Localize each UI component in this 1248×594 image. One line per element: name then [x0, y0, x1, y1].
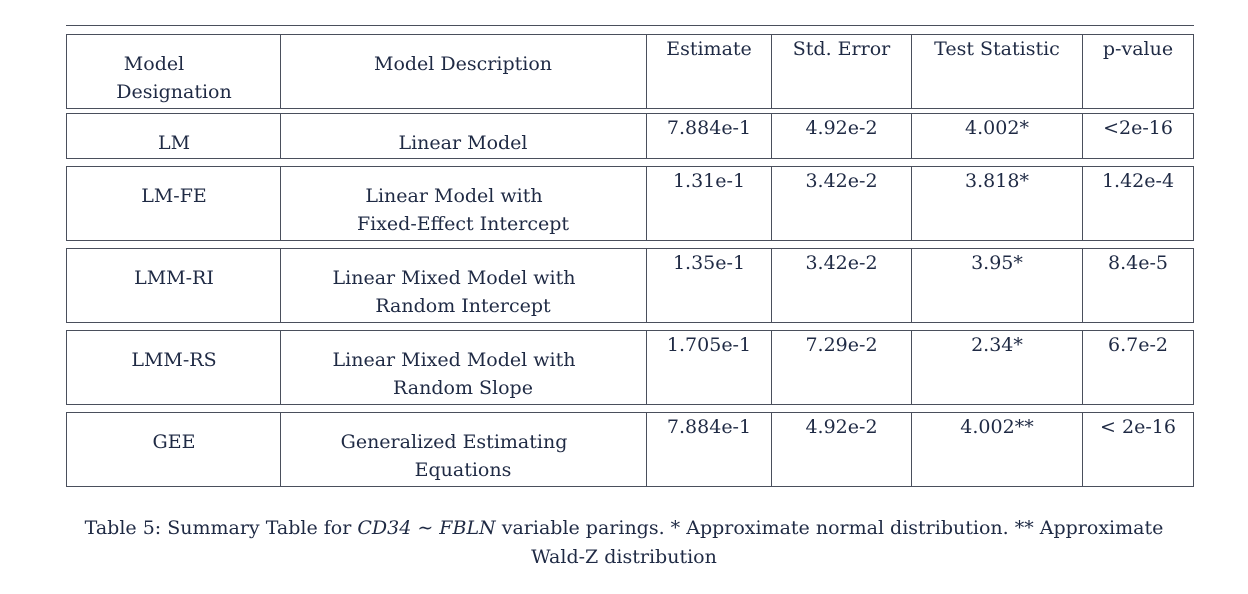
column-divider: [280, 166, 281, 241]
column-divider: [1082, 113, 1083, 159]
column-divider: [911, 166, 912, 241]
cell-designation: GEE: [152, 431, 196, 453]
header-estimate: Estimate: [666, 38, 752, 60]
column-divider: [280, 412, 281, 487]
cell-designation: LM: [157, 132, 191, 154]
cell-std-error: 3.42e-2: [805, 170, 878, 192]
header-test-statistic: Test Statistic: [934, 38, 1060, 60]
column-divider: [1082, 248, 1083, 323]
column-divider: [911, 330, 912, 405]
cell-description-line1: Linear Model: [398, 132, 528, 154]
column-divider: [911, 34, 912, 109]
header-p-value: p-value: [1102, 38, 1174, 60]
cell-p-value: < 2e-16: [1100, 416, 1176, 438]
column-divider: [280, 248, 281, 323]
header-designation-line2: Designation: [116, 81, 232, 103]
column-divider: [911, 113, 912, 159]
column-divider: [646, 330, 647, 405]
cell-p-value: 6.7e-2: [1108, 334, 1168, 356]
cell-estimate: 1.31e-1: [672, 170, 746, 192]
column-divider: [646, 166, 647, 241]
column-divider: [646, 34, 647, 109]
cell-description-line2: Equations: [414, 459, 512, 481]
column-divider: [280, 34, 281, 109]
cell-description-line1: Linear Mixed Model with: [332, 267, 576, 289]
table-header-row: Model Designation Model Description Esti…: [66, 34, 1194, 109]
table-row: LM-FE Linear Model with Fixed-Effect Int…: [66, 166, 1194, 241]
cell-estimate: 1.705e-1: [666, 334, 752, 356]
table-row: LMM-RS Linear Mixed Model with Random Sl…: [66, 330, 1194, 405]
header-std-error: Std. Error: [792, 38, 891, 60]
cell-description-line1: Linear Mixed Model with: [332, 349, 576, 371]
cell-test-statistic: 4.002**: [960, 416, 1034, 438]
cell-std-error: 4.92e-2: [805, 117, 878, 139]
caption-prefix: Table 5: Summary Table for: [84, 517, 358, 539]
cell-test-statistic: 3.95*: [971, 252, 1023, 274]
cell-description-line2: Fixed-Effect Intercept: [356, 213, 570, 235]
cell-description-line1: Generalized Estimating: [340, 431, 568, 453]
column-divider: [1082, 166, 1083, 241]
cell-description-line2: Random Slope: [393, 377, 533, 399]
column-divider: [771, 412, 772, 487]
column-divider: [771, 330, 772, 405]
header-designation-line1: Model: [123, 53, 185, 75]
cell-designation: LMM-RS: [131, 349, 217, 371]
cell-designation: LM-FE: [141, 185, 207, 207]
table-caption-line2: Wald-Z distribution: [531, 546, 717, 568]
cell-test-statistic: 3.818*: [965, 170, 1029, 192]
column-divider: [280, 330, 281, 405]
cell-test-statistic: 4.002*: [965, 117, 1029, 139]
column-divider: [646, 412, 647, 487]
caption-suffix: variable parings. * Approximate normal d…: [495, 517, 1164, 539]
table-caption: Table 5: Summary Table for CD34 ∼ FBLN v…: [0, 514, 1248, 542]
column-divider: [1082, 412, 1083, 487]
cell-p-value: <2e-16: [1103, 117, 1173, 139]
column-divider: [1082, 34, 1083, 109]
column-divider: [911, 248, 912, 323]
cell-p-value: 1.42e-4: [1101, 170, 1175, 192]
column-divider: [771, 113, 772, 159]
column-divider: [771, 248, 772, 323]
cell-std-error: 7.29e-2: [805, 334, 878, 356]
cell-std-error: 3.42e-2: [805, 252, 878, 274]
cell-estimate: 1.35e-1: [672, 252, 746, 274]
caption-math-left: CD34: [357, 517, 412, 539]
caption-math-right: FBLN: [439, 517, 496, 539]
table-row: LM Linear Model 7.884e-1 4.92e-2 4.002* …: [66, 113, 1194, 159]
column-divider: [771, 34, 772, 109]
column-divider: [646, 248, 647, 323]
cell-description-line1: Linear Model with: [365, 185, 543, 207]
column-divider: [911, 412, 912, 487]
cell-test-statistic: 2.34*: [971, 334, 1023, 356]
table-top-rule: [66, 25, 1194, 26]
cell-std-error: 4.92e-2: [805, 416, 878, 438]
cell-description-line2: Random Intercept: [375, 295, 551, 317]
column-divider: [1082, 330, 1083, 405]
cell-p-value: 8.4e-5: [1108, 252, 1168, 274]
cell-estimate: 7.884e-1: [666, 117, 752, 139]
table-row: LMM-RI Linear Mixed Model with Random In…: [66, 248, 1194, 323]
table-row: GEE Generalized Estimating Equations 7.8…: [66, 412, 1194, 487]
column-divider: [280, 113, 281, 159]
cell-designation: LMM-RI: [134, 267, 214, 289]
cell-estimate: 7.884e-1: [666, 416, 752, 438]
header-description: Model Description: [374, 53, 552, 75]
column-divider: [771, 166, 772, 241]
column-divider: [646, 113, 647, 159]
caption-math-op: ∼: [411, 517, 440, 539]
